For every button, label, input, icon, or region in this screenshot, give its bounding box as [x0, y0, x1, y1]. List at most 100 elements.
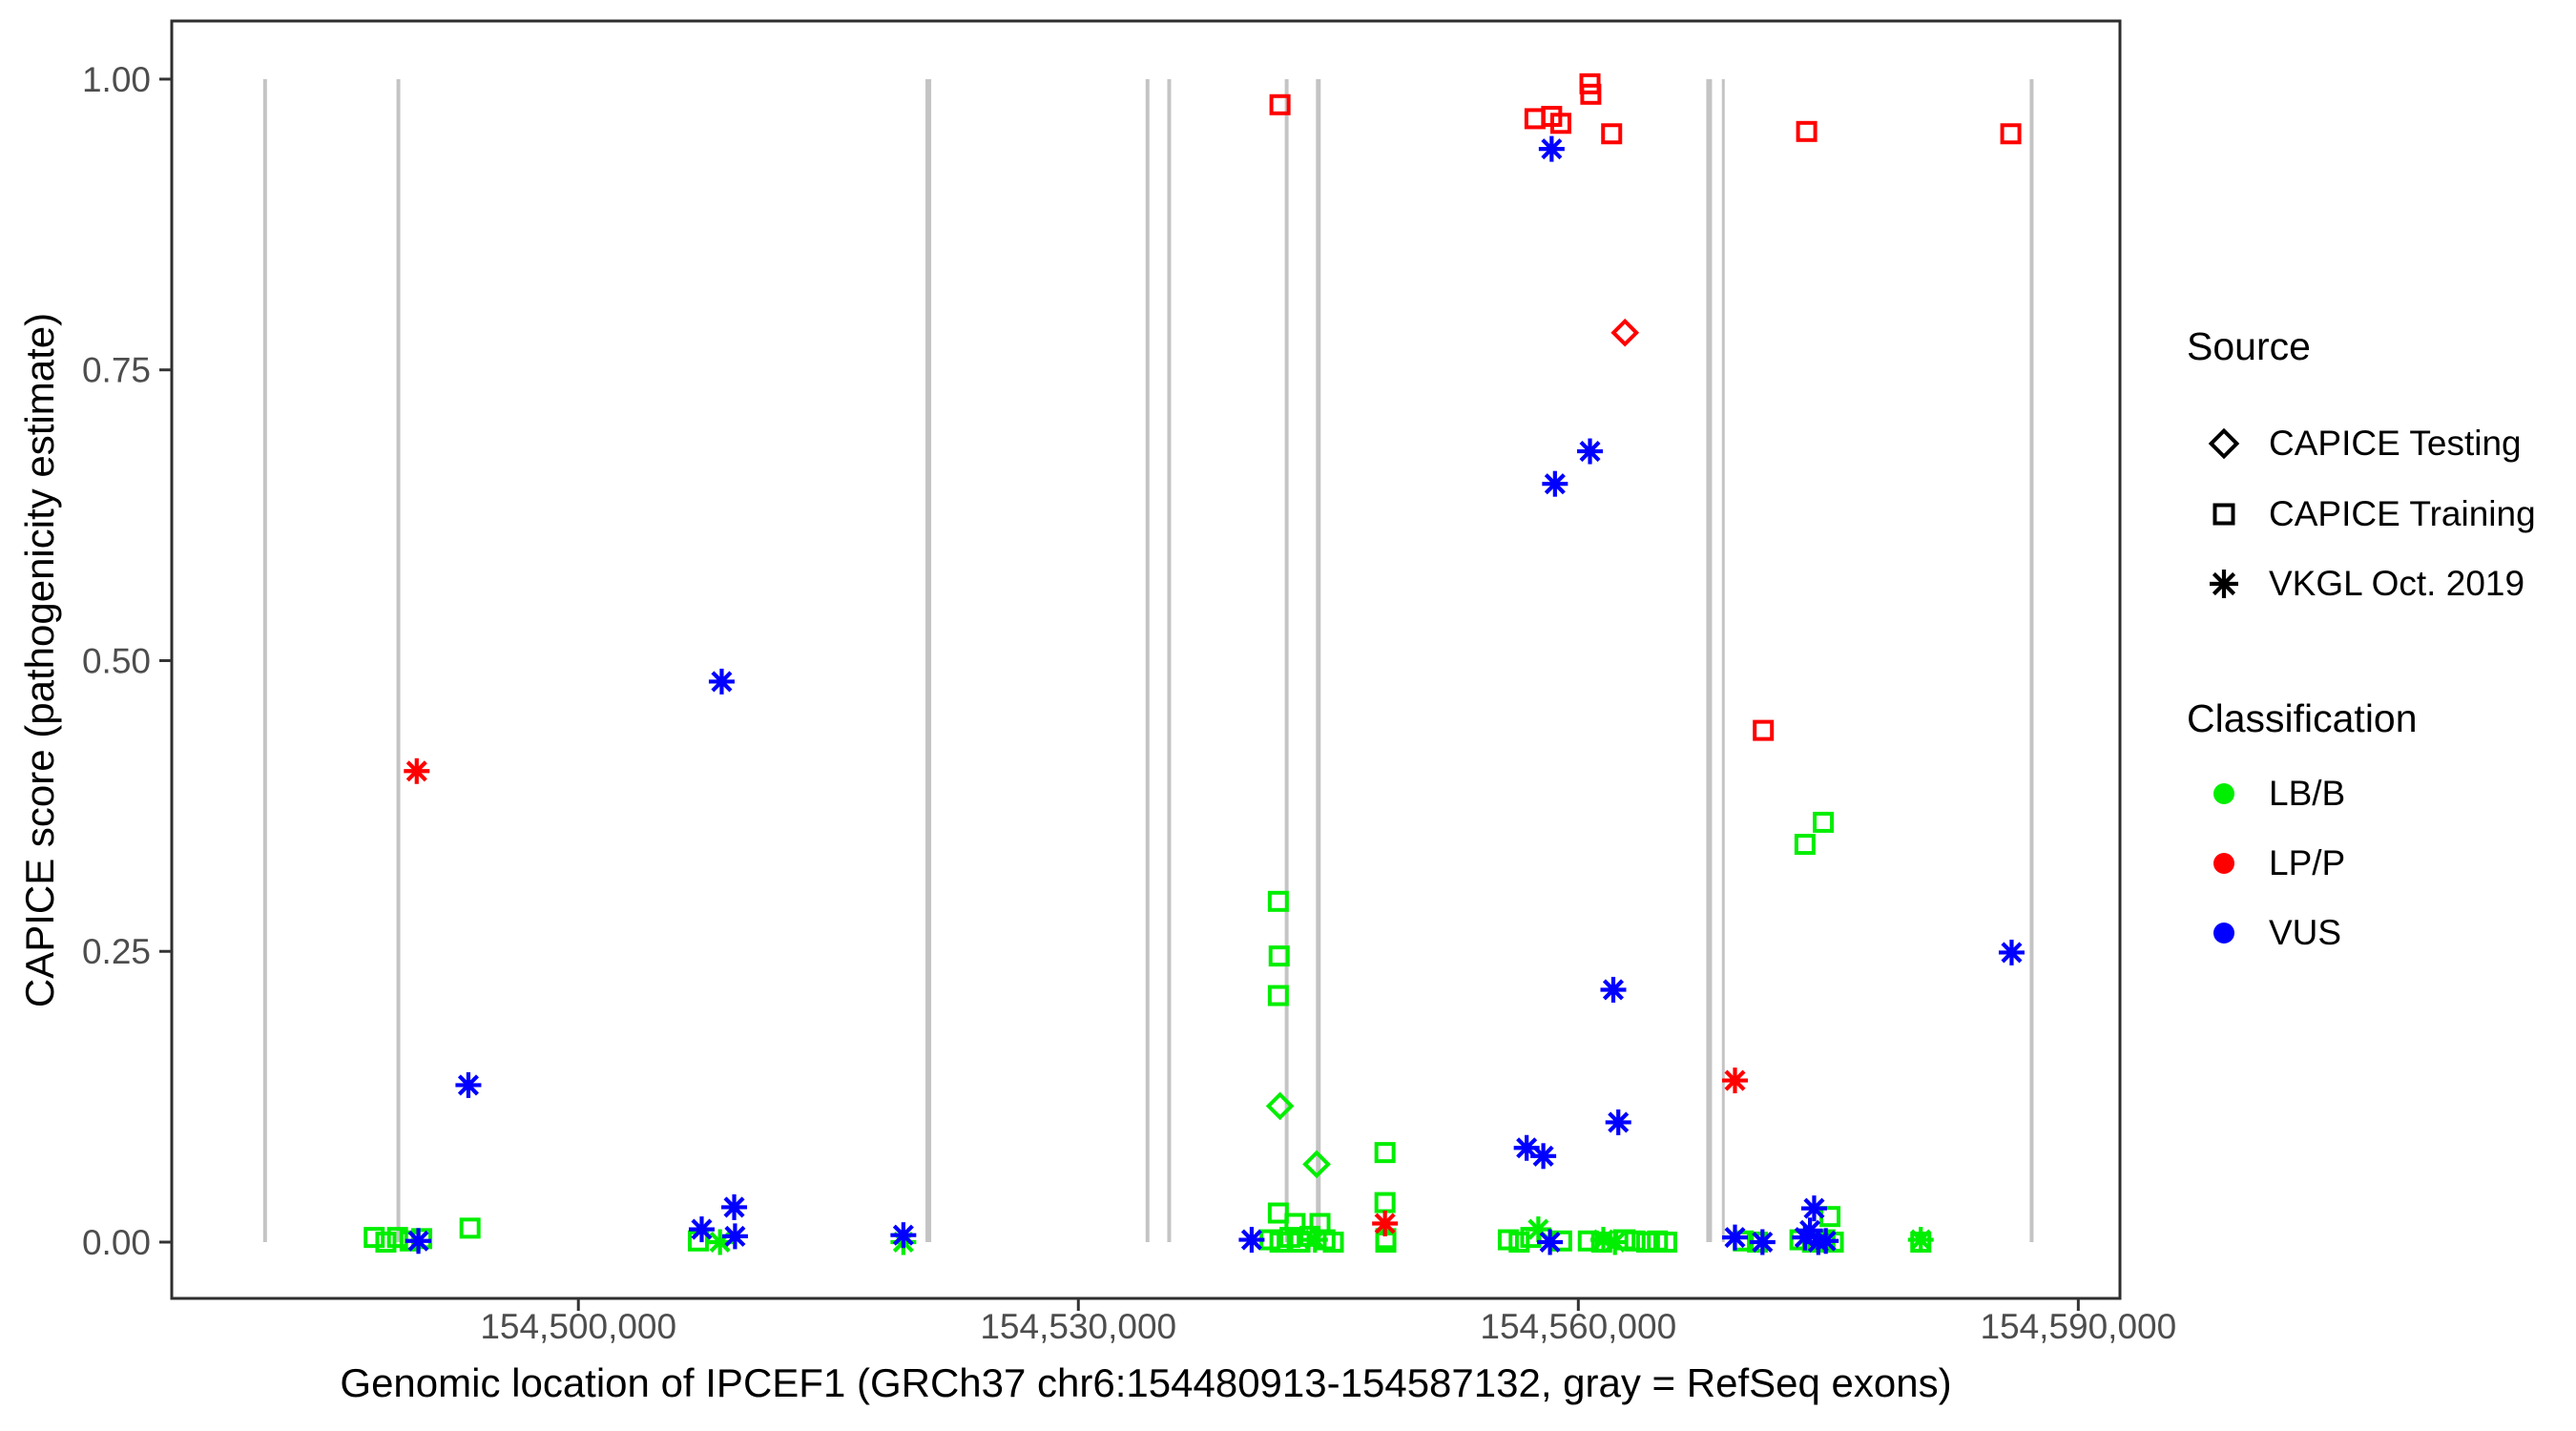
legend-item-lpp: LP/P — [2187, 835, 2345, 892]
point-marker-square — [1497, 1229, 1519, 1251]
point-marker-square — [1796, 120, 1818, 142]
legend-item-label: CAPICE Training — [2269, 494, 2536, 533]
legend-item-label: CAPICE Testing — [2269, 424, 2522, 463]
point-marker-asterisk — [721, 1193, 748, 1220]
point-marker-asterisk — [1538, 135, 1565, 162]
asterisk-key-icon — [2202, 562, 2246, 606]
point-marker-square — [1322, 1231, 1344, 1253]
point-marker-square — [1524, 108, 1546, 130]
legend-item-vkgl: VKGL Oct. 2019 — [2187, 555, 2524, 612]
point-marker-diamond — [2208, 427, 2240, 460]
x-tick-label: 154,530,000 — [980, 1307, 1176, 1346]
point-marker-square — [1374, 1192, 1396, 1213]
legend-item-capice-training: CAPICE Training — [2187, 486, 2536, 543]
point-marker-asterisk — [1600, 976, 1627, 1003]
point-marker-square — [1580, 83, 1602, 105]
series-vkgl-oct-2019-lp-p — [404, 757, 1748, 1236]
point-marker-square — [1813, 811, 1835, 833]
y-tick-label: 1.00 — [82, 60, 151, 99]
legend-classification-title: Classification — [2187, 696, 2418, 740]
point-marker-asterisk — [721, 1223, 748, 1250]
point-marker-asterisk — [1602, 1229, 1629, 1255]
point-marker-square — [459, 1217, 481, 1239]
series-capice-testing-lp-p — [1610, 318, 1640, 347]
point-marker-asterisk — [688, 1216, 715, 1243]
point-marker-asterisk — [1998, 939, 2025, 965]
point-marker-diamond — [1302, 1150, 1331, 1179]
point-marker-square — [1753, 719, 1775, 741]
legend-item-vus: VUS — [2187, 904, 2341, 962]
point-marker-circle — [2213, 853, 2234, 874]
point-marker-asterisk — [1530, 1143, 1557, 1170]
point-marker-asterisk — [405, 1228, 432, 1255]
point-marker-asterisk — [2210, 570, 2238, 598]
point-marker-square — [2212, 503, 2235, 526]
point-marker-asterisk — [1797, 1217, 1823, 1244]
legend-item-label: LB/B — [2269, 774, 2346, 813]
y-tick-label: 0.75 — [82, 351, 151, 390]
point-marker-asterisk — [1907, 1227, 1934, 1254]
legend-source-title: Source — [2187, 324, 2311, 368]
point-marker-diamond — [1610, 318, 1640, 347]
point-marker-asterisk — [1721, 1068, 1748, 1094]
point-marker-square — [1655, 1231, 1677, 1253]
point-marker-square — [1267, 1202, 1289, 1224]
y-tick-label: 0.00 — [82, 1223, 151, 1262]
point-marker-square — [1268, 945, 1290, 967]
y-tick-label: 0.50 — [82, 641, 151, 680]
red-dot-icon — [2202, 841, 2246, 885]
point-marker-square — [1635, 1231, 1657, 1253]
point-marker-asterisk — [1605, 1109, 1631, 1135]
point-marker-asterisk — [1537, 1229, 1564, 1255]
point-marker-asterisk — [1749, 1229, 1776, 1255]
point-marker-square — [1374, 1142, 1396, 1164]
legend-item-label: VKGL Oct. 2019 — [2269, 564, 2525, 603]
series-vkgl-oct-2019-vus — [405, 135, 2025, 1255]
point-marker-asterisk — [455, 1071, 482, 1098]
green-dot-icon — [2202, 772, 2246, 816]
y-axis-title: CAPICE score (pathogenicity estimate) — [17, 312, 62, 1008]
point-marker-asterisk — [1721, 1224, 1748, 1251]
legend-item-label: LP/P — [2269, 843, 2346, 882]
point-marker-circle — [2213, 923, 2234, 944]
point-marker-square — [1267, 985, 1289, 1006]
point-marker-square — [1794, 834, 1816, 856]
point-marker-asterisk — [890, 1222, 917, 1249]
point-marker-asterisk — [1577, 438, 1604, 465]
point-marker-asterisk — [1238, 1227, 1265, 1254]
point-marker-asterisk — [1372, 1210, 1399, 1236]
point-marker-circle — [2213, 783, 2234, 804]
point-marker-square — [411, 1228, 433, 1250]
diamond-key-icon — [2202, 422, 2246, 466]
x-tick-label: 154,590,000 — [1980, 1307, 2176, 1346]
point-marker-asterisk — [1800, 1195, 1827, 1222]
point-marker-diamond — [1265, 1091, 1295, 1121]
legend-item-label: VUS — [2269, 913, 2342, 952]
x-axis-title: Genomic location of IPCEF1 (GRCh37 chr6:… — [340, 1360, 1952, 1405]
point-marker-square — [375, 1231, 397, 1253]
square-key-icon — [2202, 492, 2246, 536]
point-marker-square — [1549, 113, 1571, 135]
point-marker-square — [1601, 123, 1623, 145]
point-marker-square — [1269, 93, 1291, 115]
point-marker-asterisk — [1813, 1228, 1839, 1255]
series-capice-testing-lb-b — [1265, 1091, 1331, 1179]
point-marker-asterisk — [708, 668, 735, 695]
point-marker-asterisk — [1301, 1227, 1328, 1254]
point-marker-asterisk — [404, 757, 430, 784]
legend-item-lbb: LB/B — [2187, 765, 2345, 822]
series-capice-training-lp-p — [1269, 73, 2022, 741]
point-marker-square — [364, 1227, 385, 1249]
blue-dot-icon — [2202, 911, 2246, 955]
legend-item-capice-testing: CAPICE Testing — [2187, 415, 2522, 472]
y-tick-label: 0.25 — [82, 932, 151, 971]
point-marker-square — [1508, 1231, 1530, 1253]
point-marker-square — [386, 1227, 408, 1249]
point-marker-square — [2000, 123, 2022, 145]
x-tick-label: 154,560,000 — [1480, 1307, 1676, 1346]
point-marker-square — [1267, 890, 1289, 912]
point-marker-asterisk — [1542, 470, 1568, 497]
x-tick-label: 154,500,000 — [480, 1307, 676, 1346]
